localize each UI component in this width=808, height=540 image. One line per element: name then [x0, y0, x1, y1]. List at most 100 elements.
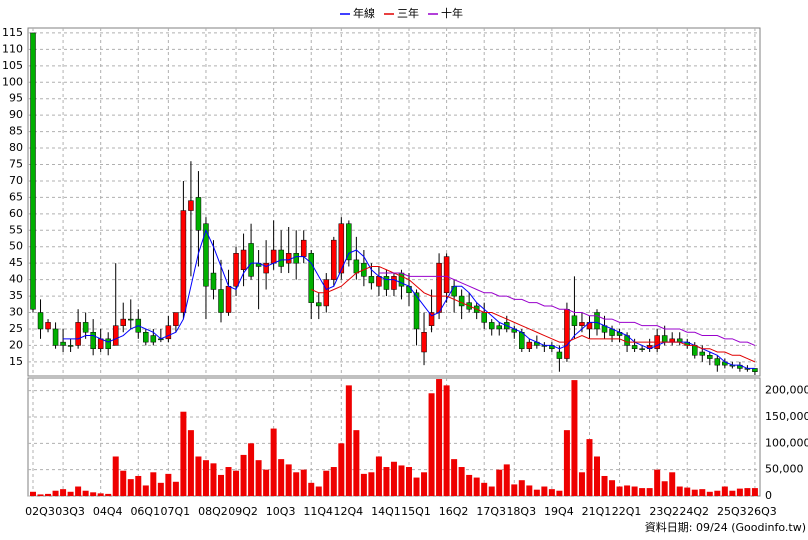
volume-bar [503, 464, 510, 496]
y-tick-label: 90 [9, 108, 23, 121]
y-tick-label: 30 [9, 306, 23, 319]
y-tick-label: 25 [9, 322, 23, 335]
volume-bar [466, 474, 473, 496]
volume-bar [571, 380, 578, 496]
x-tick-label: 02Q3 [25, 505, 55, 518]
x-tick-label: 17Q3 [476, 505, 506, 518]
volume-bar [518, 480, 525, 496]
volume-bar [127, 479, 134, 496]
volume-bar [744, 488, 751, 496]
volume-bar [496, 469, 503, 496]
volume-bar [112, 456, 119, 496]
candle-body [293, 253, 299, 264]
candle-body [263, 262, 269, 274]
volume-bar [323, 470, 330, 496]
y-tick-label: 110 [2, 42, 23, 55]
y-tick-label: 65 [9, 190, 23, 203]
x-tick-label: 19Q4 [544, 505, 574, 518]
candle-body [285, 253, 292, 264]
candle-body [564, 308, 570, 359]
candle-body [225, 285, 232, 313]
candle-body [383, 276, 390, 290]
y-tick-label: 40 [9, 273, 23, 286]
volume-bar [360, 473, 367, 496]
volume-bar [345, 385, 352, 496]
y-tick-label: 115 [2, 26, 23, 39]
volume-bar [706, 491, 713, 496]
volume-bar [541, 486, 548, 496]
volume-bar [751, 488, 758, 496]
volume-bar [105, 493, 112, 496]
y-tick-label: 20 [9, 338, 23, 351]
y2-tick-label: 200,000 [765, 384, 808, 397]
volume-bar [624, 485, 631, 496]
volume-bar [548, 489, 555, 496]
candle-body [421, 332, 427, 353]
volume-bar [601, 475, 608, 496]
volume-bar [481, 482, 488, 496]
volume-bar [150, 472, 157, 496]
volume-bar [413, 477, 420, 496]
y-tick-label: 15 [9, 355, 23, 368]
candle-body [376, 276, 382, 287]
candle-body [248, 243, 254, 277]
candle-body [436, 262, 442, 313]
volume-bar [338, 443, 345, 496]
candle-body [180, 210, 187, 313]
candle-body [316, 302, 322, 307]
volume-bar [639, 488, 646, 496]
candle-body [233, 253, 239, 287]
candle-body [353, 259, 360, 274]
volume-bar [248, 443, 255, 496]
x-tick-label: 23Q2 [649, 505, 679, 518]
candle-body [496, 325, 502, 330]
volume-bar [308, 482, 315, 496]
volume-bar [240, 454, 247, 496]
candle-body [579, 322, 585, 326]
volume-bar [135, 475, 142, 496]
volume-bar [97, 493, 104, 496]
x-tick-label: 09Q2 [228, 505, 258, 518]
candle-body [526, 341, 533, 349]
volume-bar [473, 477, 480, 496]
volume-bar [646, 488, 653, 496]
x-tick-label: 22Q1 [612, 505, 642, 518]
volume-bar [616, 486, 623, 496]
volume-bar [669, 472, 676, 496]
volume-bar [578, 472, 585, 496]
volume-bar [406, 467, 412, 496]
volume-bar [157, 482, 164, 496]
candle-body [30, 32, 36, 310]
x-tick-label: 24Q2 [679, 505, 709, 518]
candle-body [203, 223, 209, 287]
candle-body [45, 322, 51, 330]
y-tick-label: 80 [9, 141, 23, 154]
volume-bar [691, 489, 698, 496]
y2-tick-label: 0 [765, 489, 772, 502]
volume-bar [368, 472, 375, 496]
candle-body [270, 249, 277, 264]
x-tick-label: 08Q2 [198, 505, 228, 518]
volume-bar [526, 485, 533, 496]
candle-body [398, 272, 405, 287]
volume-bar [30, 491, 36, 496]
ma-line [63, 228, 755, 369]
volume-bar [165, 473, 172, 496]
x-tick-label: 12Q4 [333, 505, 363, 518]
candle-body [458, 295, 465, 307]
candle-body [195, 197, 202, 231]
ma-line [311, 265, 756, 363]
volume-bar [45, 493, 52, 496]
candle-body [128, 318, 134, 321]
volume-bar [398, 465, 405, 496]
legend-label: 三年 [397, 6, 419, 20]
volume-bar [255, 460, 262, 496]
volume-bar [60, 489, 67, 496]
volume-bar [353, 430, 360, 496]
volume-bar [390, 461, 397, 496]
candle-body [451, 285, 457, 297]
volume-bar [52, 490, 59, 496]
candle-body [488, 322, 495, 330]
volume-bar [428, 393, 435, 496]
